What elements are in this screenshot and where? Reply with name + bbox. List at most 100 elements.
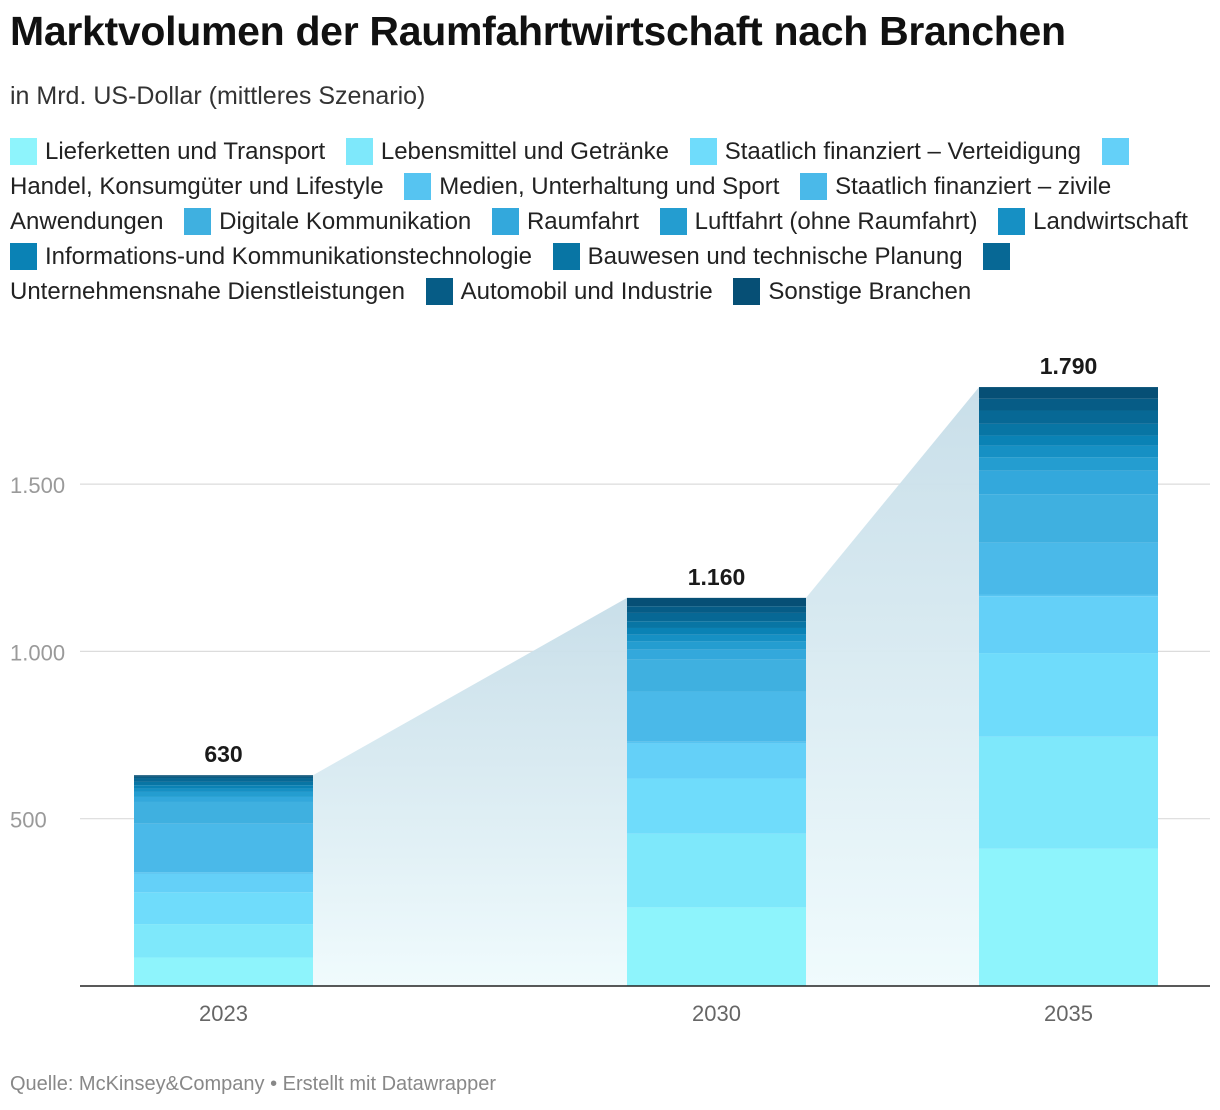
chart-title: Marktvolumen der Raumfahrtwirtschaft nac… (10, 8, 1066, 54)
connector-area (806, 387, 979, 986)
connector-areas (313, 387, 979, 986)
x-tick-label: 2023 (199, 1001, 248, 1026)
labels: 630 2023 1.160 2030 1.790 2035 (199, 353, 1097, 1026)
legend-label: Staatlich finanziert – Verteidigung (724, 138, 1081, 165)
bar-segment (979, 410, 1158, 424)
bar-segment (627, 833, 806, 908)
bar-segment (627, 634, 806, 642)
legend-item: Informations-und Kommunikationstechnolog… (10, 243, 532, 270)
bar-segment (627, 621, 806, 628)
bar-segment (134, 785, 313, 789)
y-tick-label: 500 (10, 808, 47, 833)
legend-swatch (184, 208, 212, 235)
stacked-bar-chart: 500 1.000 1.500 630 2023 1.160 2030 1.790 2035 (10, 353, 1210, 1026)
total-label: 630 (204, 741, 242, 767)
legend-item: Staatlich finanziert – Verteidigung (689, 138, 1081, 165)
legend-item: Handel, Konsumgüter und Lifestyle (10, 138, 1137, 200)
legend-label: Handel, Konsumgüter und Lifestyle (10, 173, 384, 200)
y-tick-label: 1.000 (10, 640, 65, 665)
legend-item: Staatlich finanziert – zivile Anwendunge… (10, 173, 1111, 235)
legend-swatch (800, 173, 828, 200)
bar-segment (979, 596, 1158, 654)
connector-area (313, 597, 627, 986)
bar-segment (979, 435, 1158, 446)
bar-segment (134, 781, 313, 786)
legend-item: Lieferketten und Transport (10, 138, 325, 165)
bar-segment (627, 649, 806, 660)
bar-segment (134, 791, 313, 797)
bar-segment (627, 691, 806, 742)
bar-segment (134, 778, 313, 782)
legend-label: Unternehmensnahe Dienstleistungen (10, 278, 405, 305)
legend-label: Lebensmittel und Getränke (380, 138, 670, 165)
bar-segment (627, 597, 806, 607)
bar-segment (134, 801, 313, 824)
legend-item: Landwirtschaft (998, 208, 1188, 235)
legend-label: Automobil und Industrie (460, 278, 713, 305)
bar-segment (979, 494, 1158, 543)
bar-segment (627, 606, 806, 613)
bar-segment (134, 892, 313, 925)
legend-item: Automobil und Industrie (425, 278, 713, 305)
legend-swatch (491, 208, 519, 235)
legend-swatch (998, 208, 1026, 235)
y-tick-label: 1.500 (10, 473, 65, 498)
legend-item: Digitale Kommunikation (184, 208, 471, 235)
legend-swatch (659, 208, 687, 235)
bar-segment (134, 957, 313, 986)
legend-label: Landwirtschaft (1033, 208, 1188, 235)
legend-swatch (733, 278, 761, 305)
bar-segment (627, 641, 806, 650)
bar-segment (979, 470, 1158, 495)
legend-swatch (983, 243, 1011, 270)
legend-swatch (10, 243, 37, 270)
bar-segment (979, 398, 1158, 411)
legend-label: Staatlich finanziert – zivile Anwendunge… (10, 173, 1112, 235)
bar-segment (134, 924, 313, 958)
bar-segment (627, 627, 806, 635)
chart-subtitle: in Mrd. US-Dollar (mittleres Szenario) (10, 82, 426, 110)
legend-swatch (10, 138, 37, 165)
x-tick-label: 2035 (1044, 1001, 1093, 1026)
legend-swatch (425, 278, 453, 305)
legend-item: Medien, Unterhaltung und Sport (404, 173, 779, 200)
legend-swatch (404, 173, 432, 200)
bar-segment (627, 907, 806, 986)
bar-segment (627, 778, 806, 834)
legend-item: Raumfahrt (491, 208, 639, 235)
x-tick-label: 2030 (692, 1001, 741, 1026)
bar-segment (979, 848, 1158, 986)
bar-segment (979, 542, 1158, 595)
bar-segment (979, 653, 1158, 737)
legend-label: Medien, Unterhaltung und Sport (439, 173, 780, 200)
bar-segment (979, 445, 1158, 458)
bar-segment (134, 788, 313, 792)
total-label: 1.790 (1040, 353, 1098, 379)
bar-segment (134, 776, 313, 779)
legend-swatch (552, 243, 580, 270)
legend-swatch (689, 138, 717, 165)
bar-segment (627, 743, 806, 779)
bar-segment (134, 775, 313, 777)
bar-segment (979, 423, 1158, 436)
bar-segment (979, 736, 1158, 849)
legend-item: Sonstige Branchen (733, 278, 971, 305)
total-label: 1.160 (688, 564, 746, 590)
legend-label: Bauwesen und technische Planung (587, 243, 963, 270)
legend-item: Unternehmensnahe Dienstleistungen (10, 243, 1018, 305)
legend-label: Informations-und Kommunikationstechnolog… (45, 243, 532, 270)
legend-label: Lieferketten und Transport (45, 138, 326, 165)
bar-segment (979, 387, 1158, 399)
bar-segment (979, 457, 1158, 471)
bar-segment (134, 872, 313, 874)
legend-label: Raumfahrt (526, 208, 639, 235)
legend-swatch (345, 138, 373, 165)
bar-segment (627, 741, 806, 744)
legend-label: Luftfahrt (ohne Raumfahrt) (694, 208, 978, 235)
legend-label: Sonstige Branchen (768, 278, 972, 305)
bar-segment (134, 873, 313, 893)
legend-item: Luftfahrt (ohne Raumfahrt) (659, 208, 978, 235)
legend-swatch (1101, 138, 1129, 165)
bar-segment (134, 823, 313, 873)
bars (80, 387, 1210, 987)
